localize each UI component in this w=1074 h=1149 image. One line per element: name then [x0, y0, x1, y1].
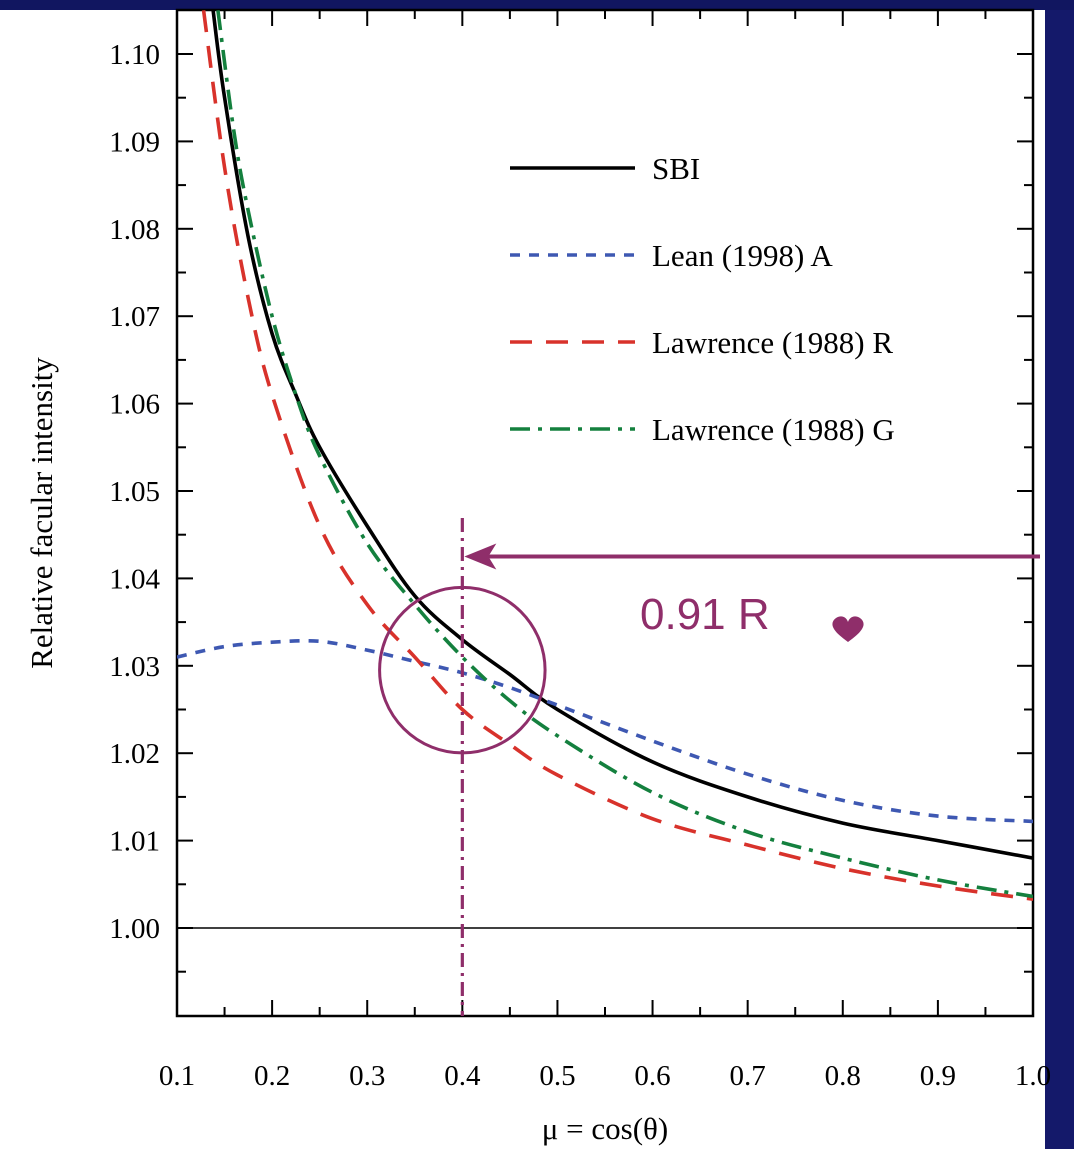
plot-frame — [175, 8, 1035, 1018]
x-tick-label: 0.7 — [730, 1060, 766, 1092]
x-tick-label: 0.4 — [444, 1060, 481, 1092]
legend: SBI Lean (1998) A Lawrence (1988) R Lawrenc… — [510, 151, 895, 447]
heart-icon — [832, 616, 864, 642]
y-tick-label: 1.02 — [109, 738, 160, 770]
y-tick-label: 1.04 — [109, 563, 160, 595]
y-tick-label: 1.05 — [109, 476, 160, 508]
x-tick-label: 0.6 — [634, 1060, 670, 1092]
y-tick-label: 1.01 — [109, 826, 160, 858]
series-line-lean-1998-a — [177, 638, 1033, 824]
y-tick-label: 1.10 — [109, 39, 160, 71]
y-tick-label: 1.08 — [109, 214, 160, 246]
x-tick-label: 0.5 — [539, 1060, 575, 1092]
y-tick-labels: 1.00 1.01 1.02 1.03 1.04 1.05 1.06 1.07 1.08 1.09… — [109, 39, 160, 945]
legend-label: SBI — [652, 151, 700, 186]
x-tick-label: 0.8 — [825, 1060, 861, 1092]
highlight-circle — [378, 585, 547, 755]
y-tick-label: 1.07 — [109, 301, 160, 333]
x-tick-label: 0.1 — [159, 1060, 195, 1092]
legend-label: Lawrence (1988) G — [652, 412, 895, 447]
y-tick-label: 1.03 — [109, 651, 160, 683]
series-line-lawrence-1988-g — [216, 10, 1033, 899]
y-tick-label: 1.06 — [109, 389, 160, 421]
x-tick-labels: 0.1 0.2 0.3 0.4 0.5 0.6 0.7 0.8 0.9 1.0 — [159, 1060, 1051, 1092]
series-lines — [177, 10, 1033, 901]
x-tick-label: 1.0 — [1015, 1060, 1051, 1092]
x-tick-label: 0.9 — [920, 1060, 956, 1092]
legend-label: Lean (1998) A — [652, 238, 833, 273]
x-axis-label: μ = cos(θ) — [542, 1111, 668, 1146]
series-line-lawrence-1988-r — [201, 10, 1033, 901]
arrow-head — [464, 543, 497, 570]
y-tick-label: 1.09 — [109, 126, 160, 158]
annotations: 0.91 R — [378, 518, 1040, 1016]
series-line-sbi — [211, 10, 1033, 860]
y-axis-label: Relative facular intensity — [24, 357, 59, 669]
x-tick-label: 0.2 — [254, 1060, 290, 1092]
y-tick-label: 1.00 — [109, 913, 160, 945]
slide-background-strip — [0, 0, 1074, 10]
axis-ticks — [176, 10, 1034, 1016]
x-tick-label: 0.3 — [349, 1060, 385, 1092]
legend-label: Lawrence (1988) R — [652, 325, 893, 360]
radius-annotation-label: 0.91 R — [640, 590, 770, 639]
plot-panel — [0, 10, 1045, 1149]
